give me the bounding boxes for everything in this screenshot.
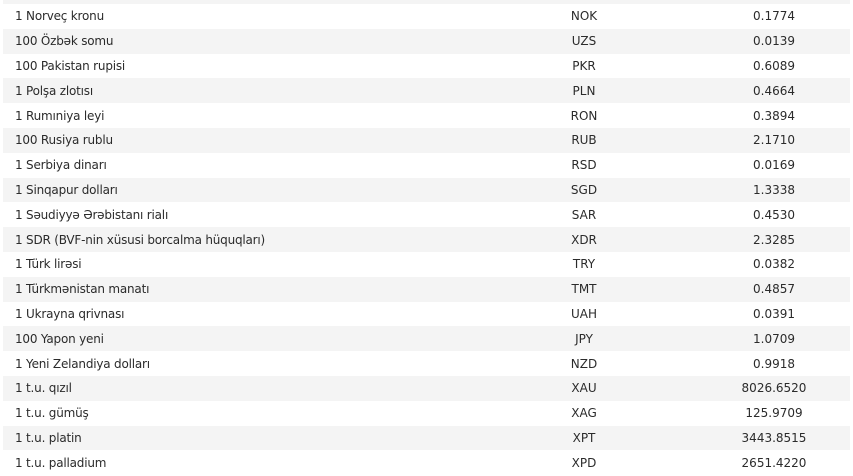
currency-code: UZS	[571, 34, 597, 49]
currency-name: 1 t.u. palladium	[15, 455, 107, 470]
currency-name: 1 Rumıniya leyi	[15, 108, 105, 123]
table-row: 1 Səudiyyə Ərəbistanı rialı SAR 0.4530	[3, 202, 850, 227]
table-row: 100 Rusiya rublu RUB 2.1710	[3, 127, 850, 153]
table-row: 1 Yeni Zelandiya dolları NZD 0.9918	[3, 351, 850, 376]
currency-code: UAH	[570, 306, 597, 321]
currency-name: 1 Türkmənistan manatı	[15, 282, 150, 297]
table-row: 1 t.u. qızıl XAU 8026.6520	[3, 375, 850, 401]
currency-name: 1 Türk lirəsi	[15, 257, 82, 272]
exchange-rate: 3443.8515	[741, 430, 807, 445]
table-row: 1 Polşa zlotısı PLN 0.4664	[3, 78, 850, 104]
currency-code: SAR	[571, 207, 597, 222]
exchange-rate: 2.3285	[753, 232, 795, 247]
currency-code: XDR	[571, 232, 597, 247]
exchange-rate: 0.6089	[753, 58, 795, 73]
exchange-rate: 0.1774	[753, 9, 795, 24]
currency-name: 1 Səudiyyə Ərəbistanı rialı	[15, 207, 169, 222]
currency-name: 100 Yapon yeni	[15, 331, 104, 346]
table-row: 1 t.u. gümüş XAG 125.9709	[3, 401, 850, 426]
table-row: 1 Rumıniya leyi RON 0.3894	[3, 103, 850, 128]
exchange-rate: 0.0391	[753, 306, 795, 321]
currency-name: 100 Pakistan rupisi	[15, 58, 126, 73]
currency-name: 1 t.u. qızıl	[15, 381, 72, 396]
exchange-rate: 125.9709	[745, 406, 803, 421]
currency-code: RUB	[571, 133, 597, 148]
exchange-rate: 0.0382	[753, 257, 795, 272]
table-row: 1 Norveç kronu NOK 0.1774	[3, 4, 850, 29]
exchange-rate: 1.3338	[753, 182, 795, 197]
currency-name: 1 Norveç kronu	[15, 9, 104, 24]
currency-name: 1 Ukrayna qrivnası	[15, 306, 125, 321]
currency-name: 1 Yeni Zelandiya dolları	[15, 356, 150, 371]
currency-code: NOK	[570, 9, 598, 24]
currency-code: NZD	[570, 356, 598, 371]
currency-code: RSD	[571, 158, 597, 173]
exchange-rate: 0.3894	[753, 108, 795, 123]
exchange-rate: 1.0709	[753, 331, 795, 346]
currency-code: XAG	[571, 406, 597, 421]
exchange-rate: 0.4664	[753, 83, 795, 98]
exchange-rate: 8026.6520	[741, 381, 807, 396]
exchange-rate: 0.9918	[753, 356, 795, 371]
currency-name: 1 Sinqapur dolları	[15, 182, 118, 197]
table-row: 1 SDR (BVF-nin xüsusi borcalma hüquqları…	[3, 227, 850, 252]
currency-name: 1 Polşa zlotısı	[15, 83, 93, 98]
currency-code: PLN	[572, 83, 596, 98]
currency-code: XPT	[572, 430, 596, 445]
currency-name: 1 t.u. platin	[15, 430, 82, 445]
currency-code: XAU	[571, 381, 597, 396]
currency-code: XPD	[571, 455, 597, 470]
currency-name: 1 Serbiya dinarı	[15, 158, 107, 173]
currency-name: 1 t.u. gümüş	[15, 406, 89, 421]
table-row: 100 Özbək somu UZS 0.0139	[3, 28, 850, 54]
table-row: 1 Türkmənistan manatı TMT 0.4857	[3, 276, 850, 302]
currency-rates-table: 1 Norveç kronu NOK 0.1774 100 Özbək somu UZS…	[3, 0, 850, 475]
exchange-rate: 2.1710	[753, 133, 795, 148]
table-row: 1 Türk lirəsi TRY 0.0382	[3, 252, 850, 277]
table-row: 1 Ukrayna qrivnası UAH 0.0391	[3, 302, 850, 327]
table-row: 100 Yapon yeni JPY 1.0709	[3, 326, 850, 352]
table-row: 1 t.u. palladium XPD 2651.4220	[3, 450, 850, 475]
currency-code: RON	[570, 108, 598, 123]
exchange-rate: 0.0139	[753, 34, 795, 49]
table-row	[3, 0, 850, 4]
currency-code: TMT	[571, 282, 597, 297]
table-row: 1 Serbiya dinarı RSD 0.0169	[3, 153, 850, 178]
table-row: 1 Sinqapur dolları SGD 1.3338	[3, 177, 850, 203]
currency-code: PKR	[572, 58, 596, 73]
exchange-rate: 0.0169	[753, 158, 795, 173]
currency-name: 1 SDR (BVF-nin xüsusi borcalma hüquqları…	[15, 232, 266, 247]
table-row: 1 t.u. platin XPT 3443.8515	[3, 425, 850, 451]
exchange-rate: 2651.4220	[741, 455, 807, 470]
currency-name: 100 Rusiya rublu	[15, 133, 113, 148]
exchange-rate: 0.4857	[753, 282, 795, 297]
currency-code: SGD	[570, 182, 598, 197]
table-row: 100 Pakistan rupisi PKR 0.6089	[3, 54, 850, 79]
currency-code: JPY	[575, 331, 593, 346]
currency-code: TRY	[572, 257, 596, 272]
currency-name: 100 Özbək somu	[15, 34, 114, 49]
exchange-rate: 0.4530	[753, 207, 795, 222]
